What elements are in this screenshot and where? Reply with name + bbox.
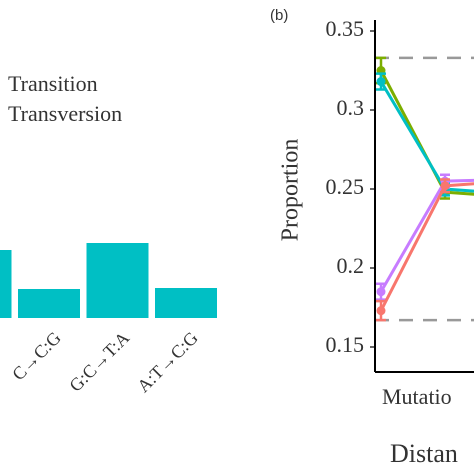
point [376,77,386,87]
y-tick-label: 0.35 [326,16,365,41]
y-tick-label: 0.15 [326,332,365,357]
legend-label: Transition [8,71,98,96]
point [376,306,386,316]
x-tick-label: Mutatio [382,384,452,409]
y-tick-label: 0.2 [337,253,365,278]
bar [18,289,80,318]
legend-label: Transversion [8,101,122,126]
y-tick-label: 0.25 [326,174,365,199]
point [376,287,386,297]
y-tick-label: 0.3 [337,95,365,120]
bar [0,250,12,318]
y-axis-label: Proportion [278,139,304,242]
x-axis-label: Distan [390,439,458,468]
panel-label: (b) [270,7,288,24]
bar [155,288,217,318]
bar [86,243,149,318]
point [440,181,450,191]
